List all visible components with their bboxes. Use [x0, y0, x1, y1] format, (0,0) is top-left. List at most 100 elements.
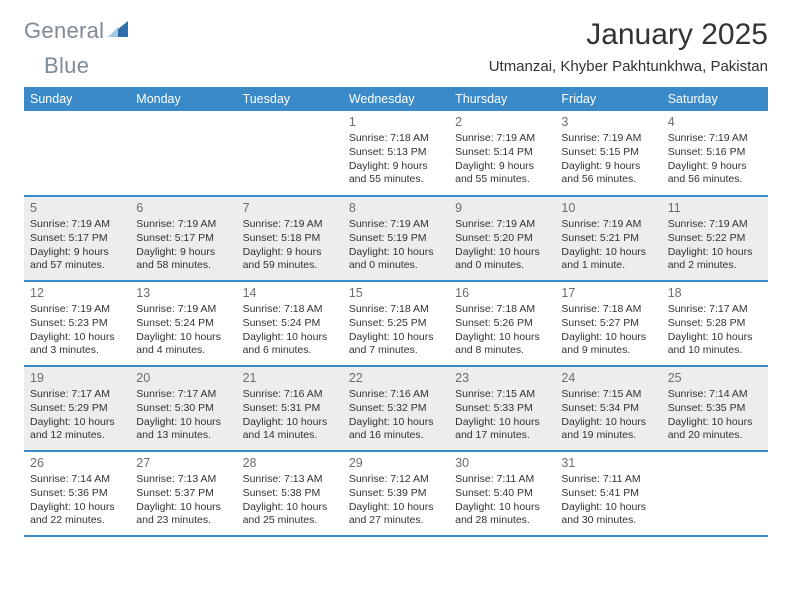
day-sunset: Sunset: 5:21 PM	[561, 232, 655, 246]
day-sunrise: Sunrise: 7:19 AM	[455, 218, 549, 232]
day-number: 15	[349, 285, 443, 301]
location-text: Utmanzai, Khyber Pakhtunkhwa, Pakistan	[489, 58, 768, 75]
day-number: 6	[136, 200, 230, 216]
logo: General	[24, 18, 134, 44]
calendar-day-cell: 3Sunrise: 7:19 AMSunset: 5:15 PMDaylight…	[555, 111, 661, 196]
calendar-day-cell: 22Sunrise: 7:16 AMSunset: 5:32 PMDayligh…	[343, 366, 449, 451]
day-sunset: Sunset: 5:38 PM	[243, 487, 337, 501]
calendar-day-cell: 5Sunrise: 7:19 AMSunset: 5:17 PMDaylight…	[24, 196, 130, 281]
day-sunrise: Sunrise: 7:19 AM	[349, 218, 443, 232]
day-sunrise: Sunrise: 7:19 AM	[136, 303, 230, 317]
day-daylight: Daylight: 10 hours and 0 minutes.	[349, 246, 443, 273]
day-daylight: Daylight: 9 hours and 56 minutes.	[561, 160, 655, 187]
day-number: 17	[561, 285, 655, 301]
day-daylight: Daylight: 9 hours and 55 minutes.	[455, 160, 549, 187]
day-daylight: Daylight: 10 hours and 19 minutes.	[561, 416, 655, 443]
day-sunrise: Sunrise: 7:17 AM	[30, 388, 124, 402]
day-daylight: Daylight: 9 hours and 58 minutes.	[136, 246, 230, 273]
calendar-week: 5Sunrise: 7:19 AMSunset: 5:17 PMDaylight…	[24, 196, 768, 281]
day-daylight: Daylight: 10 hours and 3 minutes.	[30, 331, 124, 358]
calendar-week: 26Sunrise: 7:14 AMSunset: 5:36 PMDayligh…	[24, 451, 768, 536]
day-daylight: Daylight: 10 hours and 23 minutes.	[136, 501, 230, 528]
day-daylight: Daylight: 10 hours and 13 minutes.	[136, 416, 230, 443]
day-daylight: Daylight: 10 hours and 6 minutes.	[243, 331, 337, 358]
day-sunrise: Sunrise: 7:11 AM	[455, 473, 549, 487]
logo-text-1: General	[24, 18, 104, 44]
day-number: 30	[455, 455, 549, 471]
calendar-table: SundayMondayTuesdayWednesdayThursdayFrid…	[24, 87, 768, 537]
day-sunset: Sunset: 5:17 PM	[136, 232, 230, 246]
logo-sail-icon	[106, 19, 132, 44]
day-daylight: Daylight: 10 hours and 8 minutes.	[455, 331, 549, 358]
day-sunrise: Sunrise: 7:19 AM	[30, 218, 124, 232]
day-sunrise: Sunrise: 7:15 AM	[561, 388, 655, 402]
day-number: 28	[243, 455, 337, 471]
calendar-day-cell: 30 Sunrise: 7:11 AMSunset: 5:40 PMDayligh…	[449, 451, 555, 536]
day-sunset: Sunset: 5:37 PM	[136, 487, 230, 501]
day-sunrise: Sunrise: 7:19 AM	[561, 218, 655, 232]
day-number: 24	[561, 370, 655, 386]
day-number: 4	[668, 114, 762, 130]
day-sunset: Sunset: 5:28 PM	[668, 317, 762, 331]
day-number: 3	[561, 114, 655, 130]
day-daylight: Daylight: 9 hours and 57 minutes.	[30, 246, 124, 273]
day-number: 2	[455, 114, 549, 130]
day-daylight: Daylight: 10 hours and 2 minutes.	[668, 246, 762, 273]
calendar-day-cell: 11Sunrise: 7:19 AMSunset: 5:22 PMDayligh…	[662, 196, 768, 281]
day-number: 25	[668, 370, 762, 386]
day-sunrise: Sunrise: 7:17 AM	[668, 303, 762, 317]
calendar-day-cell: 1 Sunrise: 7:18 AMSunset: 5:13 PMDaylight…	[343, 111, 449, 196]
calendar-day-cell: 6Sunrise: 7:19 AMSunset: 5:17 PMDaylight…	[130, 196, 236, 281]
calendar-body: 1Sunrise: 7:18 AMSunset: 5:13 PMDaylight…	[24, 111, 768, 536]
day-sunrise: Sunrise: 7:19 AM	[668, 218, 762, 232]
calendar-day-cell: 14Sunrise: 7:18 AMSunset: 5:24 PMDayligh…	[237, 281, 343, 366]
day-number: 5	[30, 200, 124, 216]
calendar-header: SundayMondayTuesdayWednesdayThursdayFrid…	[24, 87, 768, 111]
calendar-day-cell: 7Sunrise: 7:19 AMSunset: 5:18 PMDaylight…	[237, 196, 343, 281]
logo-text-blue: Blue	[44, 53, 89, 78]
day-sunset: Sunset: 5:26 PM	[455, 317, 549, 331]
weekday-header: Friday	[555, 87, 661, 111]
day-number: 26	[30, 455, 124, 471]
day-daylight: Daylight: 10 hours and 10 minutes.	[668, 331, 762, 358]
day-daylight: Daylight: 9 hours and 55 minutes.	[349, 160, 443, 187]
day-sunrise: Sunrise: 7:19 AM	[30, 303, 124, 317]
day-sunrise: Sunrise: 7:14 AM	[668, 388, 762, 402]
calendar-day-cell	[24, 111, 130, 196]
day-daylight: Daylight: 10 hours and 0 minutes.	[455, 246, 549, 273]
day-sunrise: Sunrise: 7:18 AM	[349, 132, 443, 146]
day-daylight: Daylight: 10 hours and 17 minutes.	[455, 416, 549, 443]
calendar-week: 12Sunrise: 7:19 AMSunset: 5:23 PMDayligh…	[24, 281, 768, 366]
day-number: 22	[349, 370, 443, 386]
day-sunset: Sunset: 5:33 PM	[455, 402, 549, 416]
calendar-day-cell: 28Sunrise: 7:13 AMSunset: 5:38 PMDayligh…	[237, 451, 343, 536]
calendar-day-cell: 8Sunrise: 7:19 AMSunset: 5:19 PMDaylight…	[343, 196, 449, 281]
day-daylight: Daylight: 10 hours and 28 minutes.	[455, 501, 549, 528]
day-number: 18	[668, 285, 762, 301]
day-sunset: Sunset: 5:22 PM	[668, 232, 762, 246]
day-sunset: Sunset: 5:20 PM	[455, 232, 549, 246]
day-number: 23	[455, 370, 549, 386]
day-number: 8	[349, 200, 443, 216]
calendar-day-cell: 10Sunrise: 7:19 AMSunset: 5:21 PMDayligh…	[555, 196, 661, 281]
day-sunset: Sunset: 5:13 PM	[349, 146, 443, 160]
day-sunrise: Sunrise: 7:13 AM	[243, 473, 337, 487]
day-daylight: Daylight: 10 hours and 27 minutes.	[349, 501, 443, 528]
day-daylight: Daylight: 10 hours and 12 minutes.	[30, 416, 124, 443]
day-number: 9	[455, 200, 549, 216]
day-sunset: Sunset: 5:18 PM	[243, 232, 337, 246]
day-number: 31	[561, 455, 655, 471]
day-sunset: Sunset: 5:27 PM	[561, 317, 655, 331]
day-sunrise: Sunrise: 7:16 AM	[243, 388, 337, 402]
day-number: 21	[243, 370, 337, 386]
day-number: 29	[349, 455, 443, 471]
day-sunrise: Sunrise: 7:14 AM	[30, 473, 124, 487]
day-sunset: Sunset: 5:29 PM	[30, 402, 124, 416]
day-sunset: Sunset: 5:40 PM	[455, 487, 549, 501]
day-daylight: Daylight: 10 hours and 22 minutes.	[30, 501, 124, 528]
day-number: 1	[349, 114, 443, 130]
day-sunset: Sunset: 5:24 PM	[243, 317, 337, 331]
day-daylight: Daylight: 10 hours and 20 minutes.	[668, 416, 762, 443]
day-sunrise: Sunrise: 7:15 AM	[455, 388, 549, 402]
weekday-header: Saturday	[662, 87, 768, 111]
